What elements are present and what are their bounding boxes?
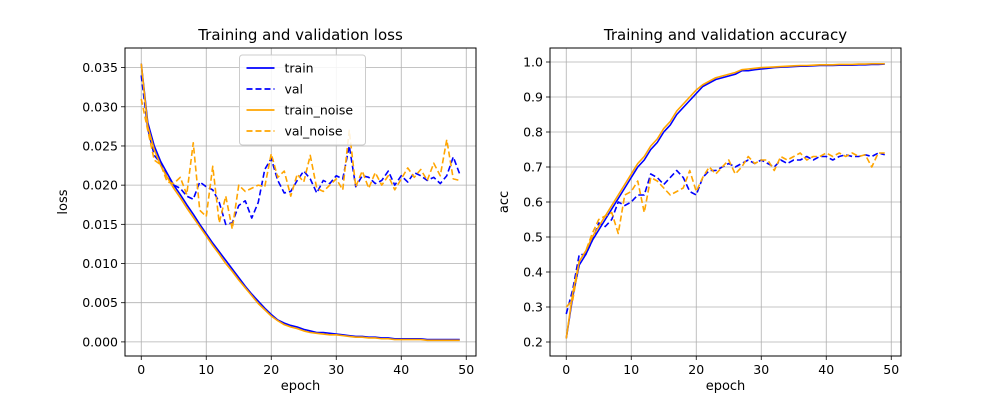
legend-label-train: train: [285, 61, 314, 76]
y-tick-label: 0.010: [82, 256, 118, 271]
legend-box: [239, 54, 366, 146]
x-axis-label: epoch: [706, 379, 746, 394]
y-tick-label: 0.5: [523, 230, 543, 245]
x-tick-label: 30: [753, 362, 769, 377]
legend-label-val-noise: val_noise: [285, 124, 343, 139]
y-tick-label: 0.9: [523, 90, 543, 105]
y-tick-label: 0.3: [523, 300, 543, 315]
y-tick-label: 0.015: [82, 217, 118, 232]
plot-frame: [124, 47, 477, 357]
x-tick-label: 20: [263, 362, 279, 377]
series-line-val: [140, 75, 461, 226]
y-tick-label: 1.0: [523, 55, 543, 70]
y-tick-label: 0.000: [82, 334, 118, 349]
x-tick-label: 10: [198, 362, 214, 377]
y-tick-label: 0.030: [82, 99, 118, 114]
y-tick-label: 0.020: [82, 178, 118, 193]
y-tick-label: 0.4: [523, 265, 543, 280]
y-tick-label: 0.6: [523, 195, 543, 210]
series-line-train-noise: [140, 63, 460, 342]
x-tick-label: 0: [137, 362, 145, 377]
x-tick-label: 30: [328, 362, 344, 377]
series-line-val-noise: [565, 152, 885, 308]
chart-title: Training and validation accuracy: [603, 26, 847, 44]
accuracy-plot: 0 10 20 30 40 50 0.2 0.3 0.4 0.5 0.6 0.7 0.8 0.9 1.0 Tr…: [497, 26, 902, 394]
x-tick-label: 40: [818, 362, 834, 377]
x-tick-label: 50: [883, 362, 899, 377]
series-line-train-noise: [565, 62, 885, 339]
x-tick-label: 40: [393, 362, 409, 377]
y-axis-label: loss: [56, 189, 71, 214]
y-axis-label: acc: [497, 191, 512, 213]
series-line-val-noise: [140, 98, 460, 230]
legend-label-val: val: [285, 82, 304, 97]
series-line-val: [565, 152, 885, 315]
loss-plot: 0 10 20 30 40 50 0.000 0.005 0.010 0.015 0.020 0.02…: [56, 26, 477, 394]
x-tick-label: 10: [623, 362, 639, 377]
legend-label-train-noise: train_noise: [285, 103, 354, 118]
y-tick-label: 0.8: [523, 125, 543, 140]
y-tick-label: 0.005: [82, 295, 118, 310]
y-tick-label: 0.7: [523, 160, 543, 175]
y-tick-label: 0.035: [82, 60, 118, 75]
x-tick-label: 0: [562, 362, 570, 377]
chart-title: Training and validation loss: [197, 26, 403, 44]
x-tick-label: 20: [688, 362, 704, 377]
x-axis-label: epoch: [281, 379, 321, 394]
y-tick-label: 0.025: [82, 138, 118, 153]
x-tick-label: 50: [458, 362, 474, 377]
y-tick-label: 0.2: [523, 335, 543, 350]
legend: train val train_noise val_noise: [239, 54, 366, 146]
